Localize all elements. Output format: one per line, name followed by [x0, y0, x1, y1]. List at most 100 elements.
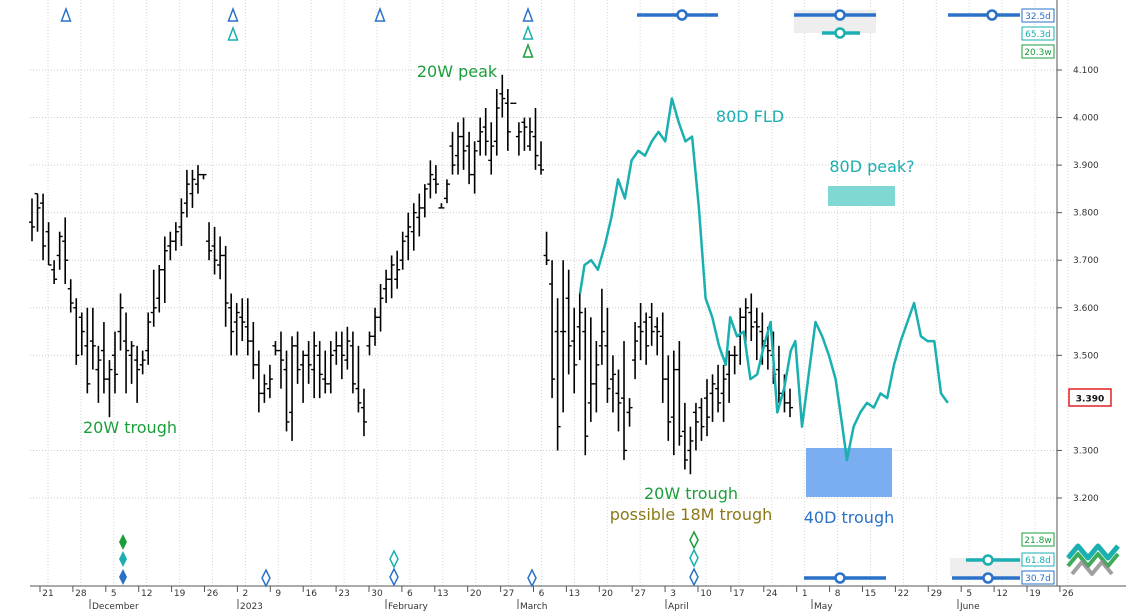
- price-bar: [156, 264, 163, 313]
- price-bar: [239, 298, 246, 342]
- x-tick-label: 21: [42, 589, 53, 599]
- price-bar: [609, 355, 616, 413]
- trough-diamond-icon: [389, 567, 399, 587]
- projection-center-icon: [982, 572, 994, 584]
- price-bar: [78, 312, 85, 356]
- month-label: June: [959, 602, 980, 612]
- price-bar: [167, 231, 174, 261]
- price-bar: [211, 226, 218, 275]
- badge-61d: [1021, 552, 1055, 567]
- x-tick-label: 20: [602, 589, 614, 599]
- price-bar: [394, 250, 401, 289]
- price-bar: [698, 398, 705, 441]
- price-bar: [100, 322, 107, 394]
- price-bar: [244, 298, 251, 356]
- month-label: 2023: [240, 602, 263, 612]
- price-bar: [311, 331, 318, 399]
- y-tick-label: 4.100: [1073, 66, 1099, 76]
- trough-diamond-icon: [689, 530, 699, 550]
- price-bar: [549, 260, 556, 399]
- price-bar: [598, 288, 605, 365]
- price-bar: [455, 122, 462, 175]
- x-tick-label: 12: [996, 589, 1007, 599]
- price-bar: [543, 231, 550, 265]
- price-bar: [388, 255, 395, 299]
- y-tick-label: 3.200: [1073, 494, 1099, 504]
- price-bar: [150, 269, 157, 327]
- y-tick-label: 3.500: [1073, 351, 1099, 361]
- trough-diamond-icon: [119, 534, 127, 550]
- annotation-80d-fld: 80D FLD: [716, 107, 784, 126]
- peak-triangle-icon: [522, 42, 534, 58]
- price-bar: [704, 379, 711, 437]
- price-bar: [681, 402, 688, 470]
- price-bar: [73, 298, 80, 365]
- price-bar: [466, 131, 473, 185]
- x-tick-label: 15: [865, 589, 876, 599]
- brand-logo-icon: [1066, 543, 1120, 576]
- price-bar: [183, 169, 190, 218]
- price-bar: [233, 303, 240, 356]
- projection-center-icon: [834, 9, 846, 21]
- x-tick-label: 28: [75, 589, 87, 599]
- x-tick-label: 19: [1029, 589, 1041, 599]
- trough-diamond-icon: [527, 568, 537, 588]
- price-bar: [449, 131, 456, 175]
- x-tick-label: 17: [733, 589, 744, 599]
- price-bar: [333, 331, 340, 365]
- price-bar: [405, 212, 412, 261]
- x-axis-month-labels: December 2023 February March April May June: [89, 599, 980, 612]
- price-bar: [521, 117, 528, 151]
- badge-30d: [1021, 570, 1055, 585]
- projection-shade: [950, 558, 1022, 576]
- cycle-badges: 32.5d 65.3d 20.3w 21.8w 61.8d 30.7d: [1021, 8, 1055, 585]
- price-bar: [29, 198, 35, 242]
- price-bar: [659, 312, 666, 403]
- price-bar: [665, 355, 672, 441]
- x-tick-label: 5: [966, 589, 972, 599]
- y-tick-label: 3.800: [1073, 209, 1099, 219]
- x-tick-label: 12: [141, 589, 152, 599]
- price-bar: [377, 284, 384, 332]
- price-bar: [726, 350, 733, 403]
- price-bar: [338, 331, 345, 380]
- price-bar: [399, 231, 406, 270]
- price-bar: [571, 307, 578, 394]
- x-tick-label: 24: [766, 589, 778, 599]
- x-tick-label: 23: [338, 589, 349, 599]
- price-bar: [637, 303, 644, 361]
- annotation-20w-trough-left: 20W trough: [83, 418, 177, 437]
- price-bar: [67, 279, 74, 313]
- trough-diamond-icon: [119, 551, 127, 567]
- x-axis-ticks: 21 28 5 12 19 26 2 9 16 23 30 6 13 20 27 6 13 20 27 3 10 17 24…: [39, 586, 1074, 599]
- price-bar: [294, 331, 301, 384]
- x-tick-label: 1: [802, 589, 808, 599]
- y-axis-ticks: 4.100 4.000 3.900 3.800 3.700 3.600 3.500 3.300…: [1057, 66, 1099, 504]
- price-bar: [283, 350, 290, 432]
- grid-lines: [30, 0, 1069, 586]
- price-bar: [482, 108, 489, 156]
- price-bar: [692, 402, 699, 451]
- price-bar: [488, 122, 495, 175]
- peak-triangle-icon: [227, 6, 239, 22]
- price-bar: [349, 331, 356, 394]
- price-bar: [34, 192, 41, 232]
- price-bar: [460, 117, 467, 170]
- price-bar: [316, 341, 323, 399]
- y-tick-label: 3.700: [1073, 256, 1099, 266]
- badge-21w-text: 21.8w: [1024, 536, 1051, 546]
- price-bar: [383, 269, 390, 304]
- price-bar: [56, 231, 63, 270]
- price-bar: [272, 341, 279, 356]
- price-bar: [217, 236, 224, 280]
- projection-center-icon: [834, 572, 846, 584]
- price-bar: [654, 317, 661, 356]
- y-tick-label: 3.600: [1073, 304, 1099, 314]
- price-bar: [62, 217, 69, 284]
- peak-triangle-icon: [374, 6, 386, 22]
- peak-triangle-icon: [522, 24, 534, 40]
- month-label: March: [520, 602, 547, 612]
- x-tick-label: 13: [437, 589, 448, 599]
- price-bar: [134, 345, 141, 403]
